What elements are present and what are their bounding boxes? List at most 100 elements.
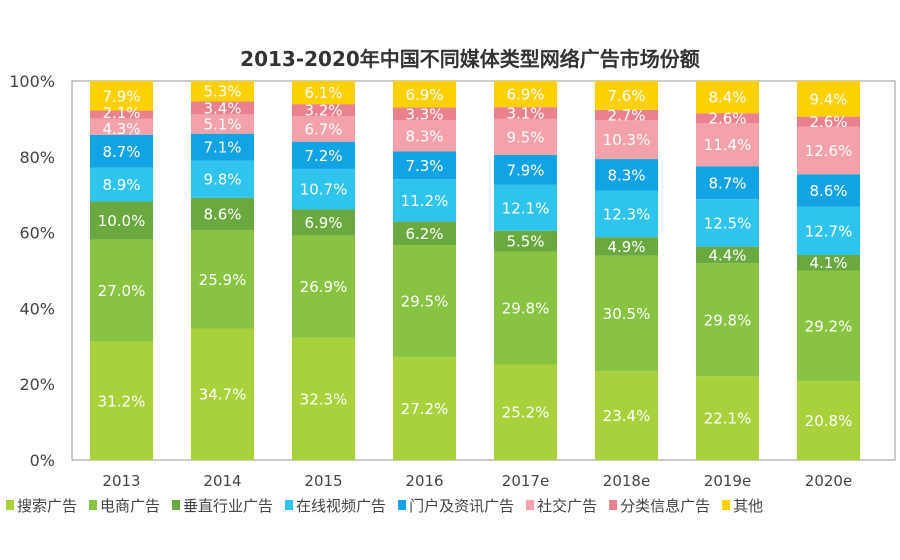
legend-swatch	[89, 500, 98, 510]
data-label: 12.7%	[805, 222, 853, 240]
data-label: 9.4%	[809, 90, 847, 108]
legend-label: 在线视频广告	[296, 497, 386, 515]
data-label: 32.3%	[300, 390, 348, 408]
x-tick-label: 2017e	[502, 472, 549, 490]
bar-segment	[191, 81, 254, 102]
data-label: 6.9%	[405, 86, 443, 104]
plot-frame	[71, 80, 896, 461]
data-label: 12.5%	[704, 214, 752, 232]
data-label: 27.0%	[98, 282, 146, 300]
data-label: 25.9%	[199, 271, 247, 289]
x-tick-label: 2020e	[805, 472, 852, 490]
bar-segment	[90, 81, 153, 111]
bar-segment	[696, 199, 759, 247]
data-label: 7.1%	[203, 139, 241, 157]
x-tick-label: 2014	[203, 472, 241, 490]
data-label: 7.9%	[102, 87, 140, 105]
bar-segment	[393, 81, 456, 108]
legend-swatch	[6, 500, 14, 510]
data-label: 6.2%	[405, 225, 443, 243]
bar-segment	[797, 381, 860, 460]
data-label: 8.4%	[708, 89, 746, 107]
bar-segment	[393, 151, 456, 180]
data-label: 8.6%	[203, 206, 241, 224]
data-label: 2.6%	[809, 113, 847, 131]
bar-segment	[797, 254, 860, 271]
bar-segment	[595, 371, 658, 460]
bar-segment	[191, 197, 254, 231]
legend-label: 电商广告	[100, 497, 160, 515]
bar-segment	[90, 118, 153, 135]
data-label: 8.7%	[102, 143, 140, 161]
data-label: 29.8%	[704, 311, 752, 329]
bar-segment	[696, 166, 759, 200]
data-label: 22.1%	[704, 410, 752, 428]
bar-segment	[393, 120, 456, 152]
y-tick-label: 80%	[19, 148, 55, 167]
legend-swatch	[285, 500, 294, 510]
bar-segment	[595, 120, 658, 160]
legend-label: 门户及资讯广告	[409, 497, 514, 515]
y-tick-label: 20%	[19, 375, 55, 394]
data-label: 3.4%	[203, 99, 241, 117]
bar-segment	[90, 167, 153, 202]
bar-segment	[797, 206, 860, 255]
bar-segment	[292, 81, 355, 105]
data-label: 11.4%	[704, 136, 752, 154]
data-label: 30.5%	[603, 305, 651, 323]
data-label: 4.4%	[708, 246, 746, 264]
bar-segment	[797, 174, 860, 207]
data-label: 11.2%	[401, 192, 449, 210]
bar-segment	[696, 246, 759, 264]
data-label: 6.1%	[304, 84, 342, 102]
data-label: 5.1%	[203, 116, 241, 134]
legend-swatch	[172, 500, 181, 510]
data-label: 5.3%	[203, 83, 241, 101]
data-label: 7.2%	[304, 147, 342, 165]
data-label: 27.2%	[401, 400, 449, 418]
y-tick-label: 100%	[9, 72, 55, 91]
bar-segment	[292, 209, 355, 236]
bar-segment	[292, 141, 355, 169]
data-label: 3.1%	[506, 105, 544, 123]
x-axis: 2013 2014 2015 2016 2017e 2018e 2019e 2020e	[102, 472, 852, 490]
bar-segment	[595, 81, 658, 110]
bar-segment	[90, 341, 153, 460]
data-label: 8.6%	[809, 182, 847, 200]
data-label: 26.9%	[300, 278, 348, 296]
bar-segment	[797, 126, 860, 175]
data-label: 3.2%	[304, 102, 342, 120]
data-label: 20.8%	[805, 412, 853, 430]
bar-segment	[393, 221, 456, 246]
bar-segment	[393, 356, 456, 460]
legend-swatch	[398, 500, 407, 510]
data-label: 2.6%	[708, 110, 746, 128]
bar-segment	[494, 184, 557, 231]
bar-segment	[191, 101, 254, 115]
bar-segment	[696, 81, 759, 114]
bar-segment	[595, 255, 658, 372]
bar-segment	[90, 201, 153, 240]
bar-segment	[494, 364, 557, 460]
data-label: 7.6%	[607, 87, 645, 105]
data-label: 8.3%	[405, 127, 443, 145]
bar-segment	[191, 328, 254, 460]
bar-segment	[393, 107, 456, 121]
bar-segment	[292, 116, 355, 142]
bar-segment	[393, 179, 456, 222]
legend-swatch	[609, 500, 618, 510]
data-label: 7.9%	[506, 161, 544, 179]
x-tick-label: 2015	[304, 472, 342, 490]
data-label: 6.7%	[304, 120, 342, 138]
bar-segment	[292, 337, 355, 460]
data-label: 8.3%	[607, 166, 645, 184]
bar-segment	[494, 251, 557, 365]
data-label: 31.2%	[98, 392, 146, 410]
bar-segment	[595, 237, 658, 256]
data-label: 10.3%	[603, 131, 651, 149]
bars	[90, 81, 860, 460]
data-label: 6.9%	[506, 86, 544, 104]
bar-segment	[90, 134, 153, 168]
data-label: 6.9%	[304, 214, 342, 232]
